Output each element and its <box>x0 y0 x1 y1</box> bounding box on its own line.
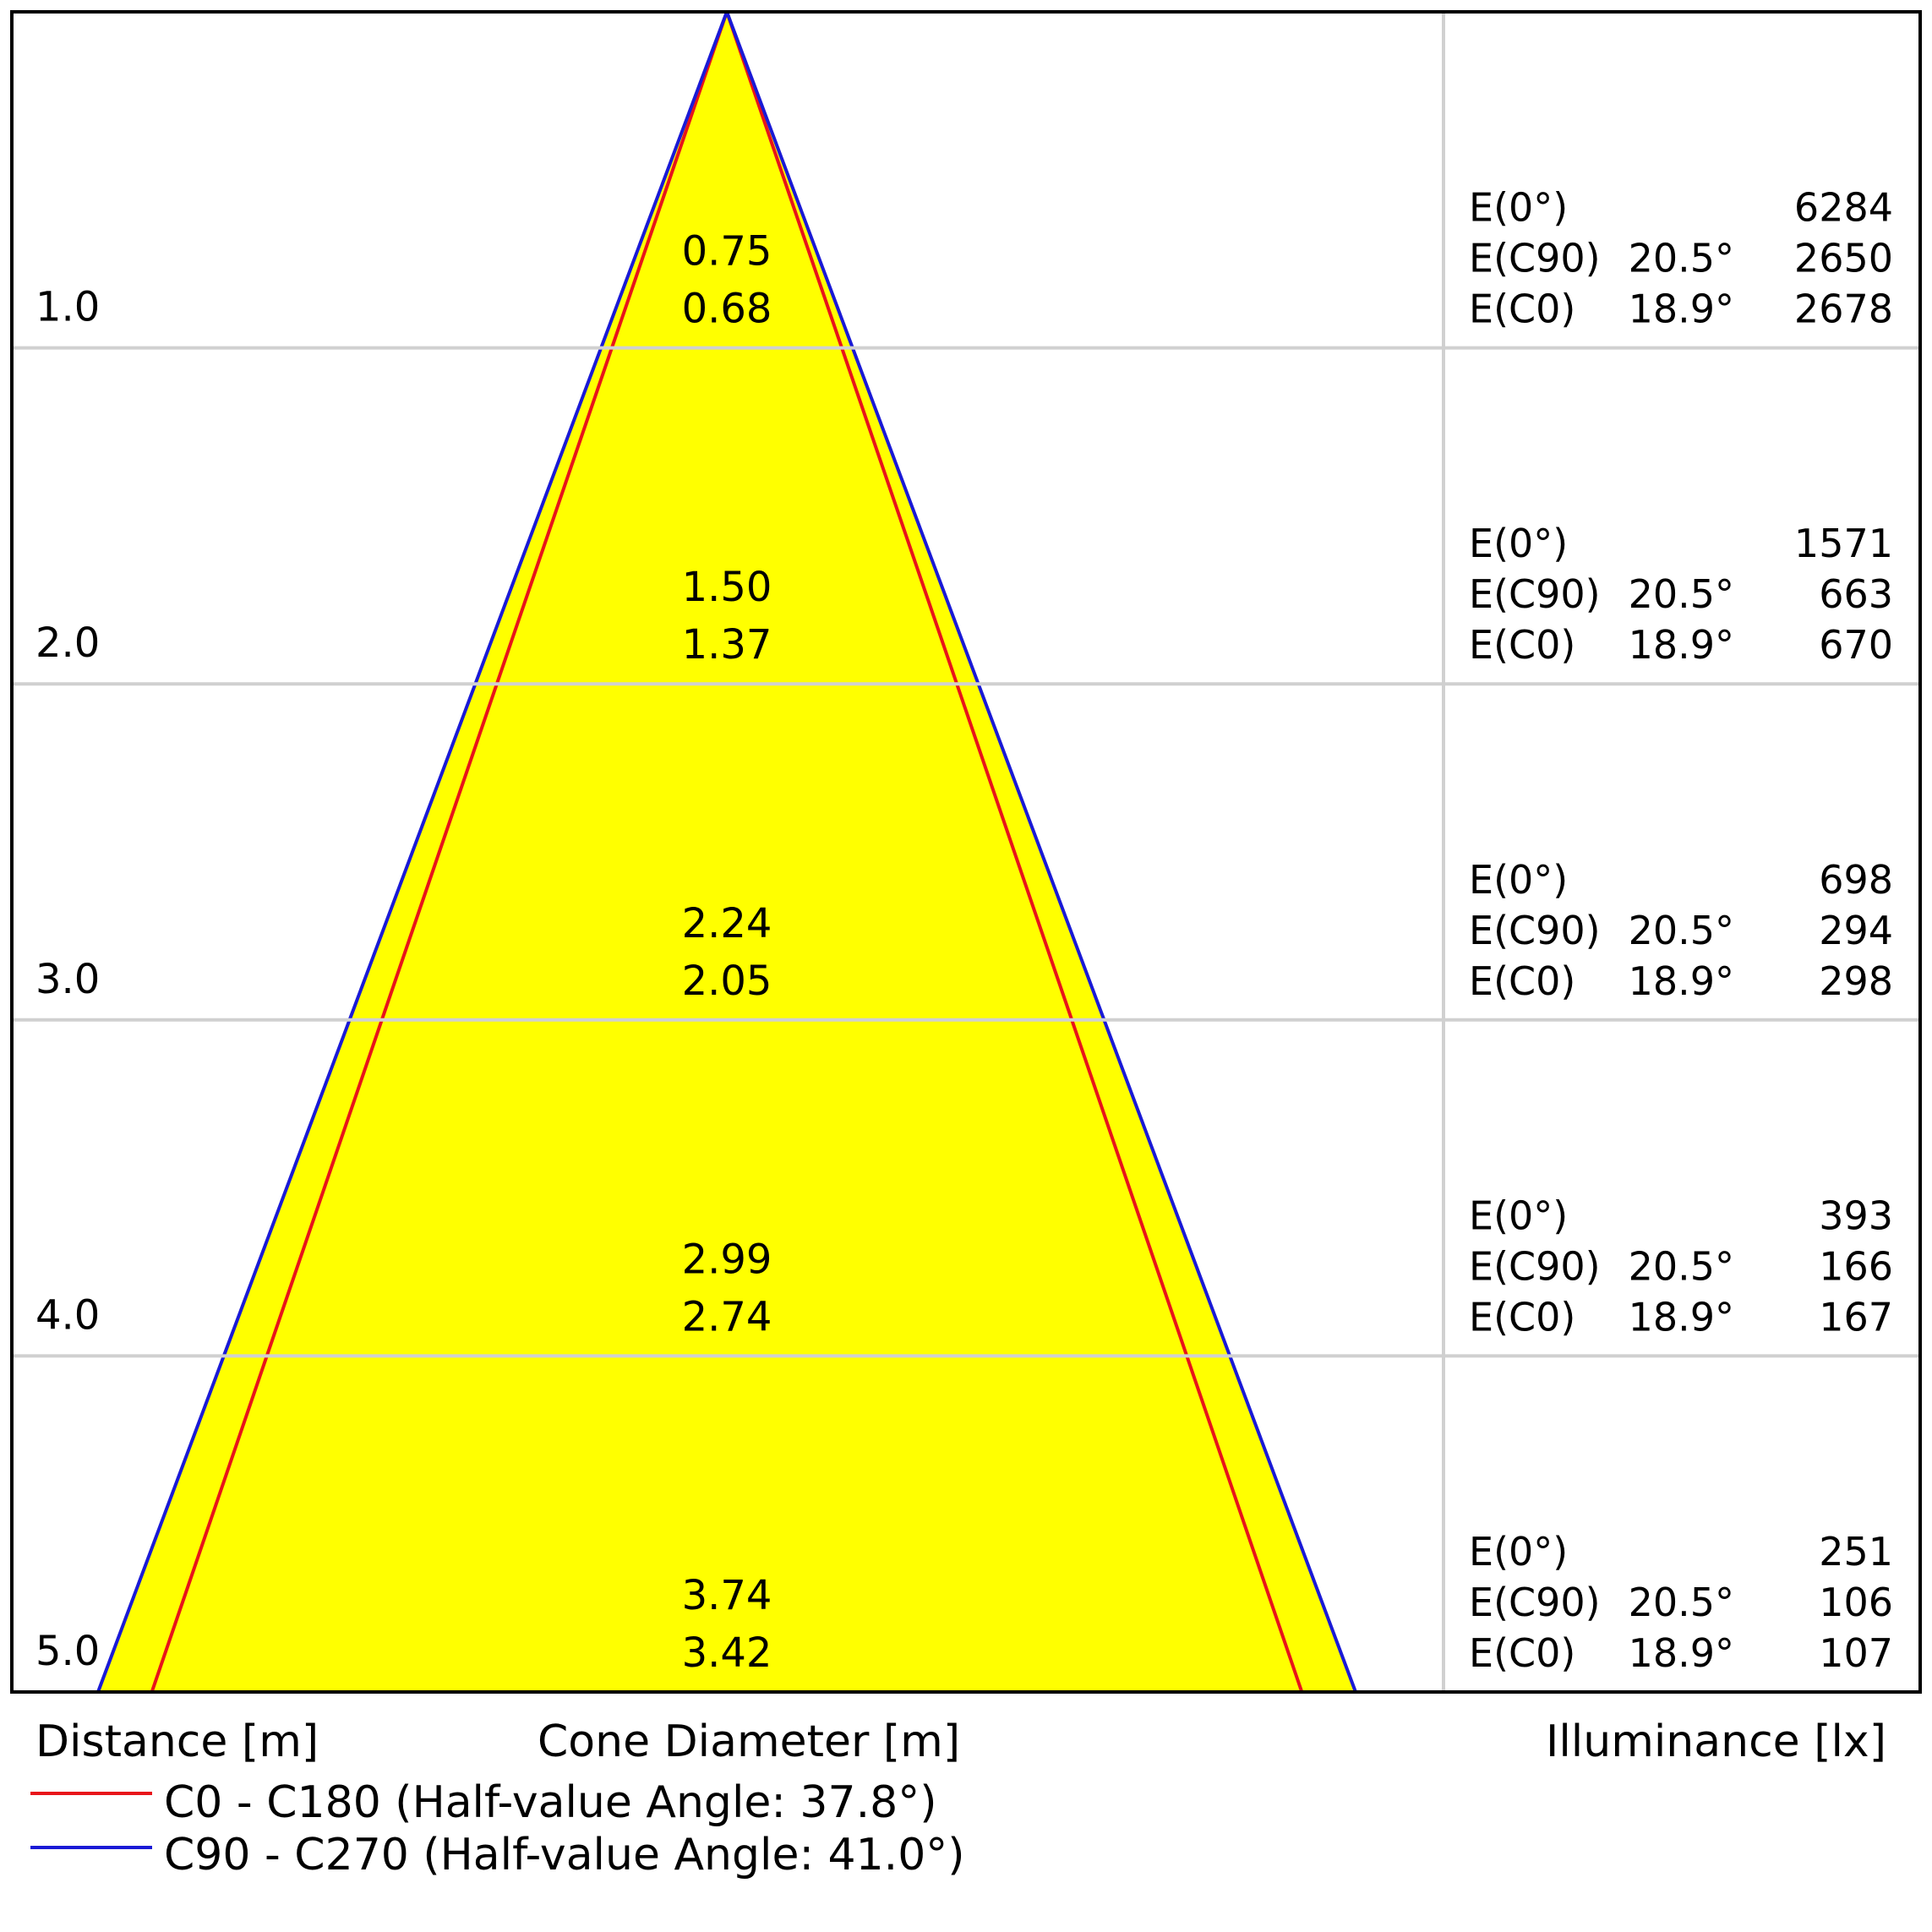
grid-layer <box>10 10 1922 1694</box>
c0-left-edge <box>150 11 729 1693</box>
cone-diameter-c0-label: 2.74 <box>682 1293 772 1340</box>
c90-right-edge <box>725 11 1357 1693</box>
illuminance-row-value: 698 <box>1819 857 1893 903</box>
cone-diameter-c90-label: 3.74 <box>682 1572 772 1619</box>
illuminance-row-angle: 18.9° <box>1629 958 1734 1004</box>
illuminance-row-label: E(0°) <box>1469 185 1568 231</box>
illuminance-row-label: E(0°) <box>1469 1529 1568 1575</box>
legend-c90-label: C90 - C270 (Half-value Angle: 41.0°) <box>164 1830 965 1880</box>
cone-diameter-c90-label: 0.75 <box>682 228 772 276</box>
illuminance-row-value: 294 <box>1819 908 1893 953</box>
distance-label: 2.0 <box>35 619 100 667</box>
illuminance-row-label: E(C0) <box>1469 1630 1575 1676</box>
illuminance-row-angle: 20.5° <box>1629 1580 1734 1625</box>
cone-diameter-c90-label: 1.50 <box>682 564 772 611</box>
illuminance-row-value: 2650 <box>1794 236 1893 281</box>
illuminance-row-angle: 18.9° <box>1629 287 1734 332</box>
illuminance-row-value: 106 <box>1819 1580 1893 1625</box>
distance-label: 3.0 <box>35 956 100 1003</box>
illuminance-axis-title: Illuminance [lx] <box>1546 1716 1886 1767</box>
cone-diameter-c90-label: 2.99 <box>682 1236 772 1283</box>
cone-diameter-c0-label: 2.05 <box>682 958 772 1005</box>
illuminance-row-value: 251 <box>1819 1529 1893 1575</box>
cone-layer <box>96 11 1357 1693</box>
illuminance-row-label: E(C0) <box>1469 1294 1575 1340</box>
illuminance-row-label: E(0°) <box>1469 1192 1568 1238</box>
illuminance-row-label: E(C90) <box>1469 1580 1601 1625</box>
label-layer: 1.0 0.75 0.68 E(0°) 6284 E(C90) 20.5° 2650 E(C0)… <box>35 185 1893 1677</box>
cone-diameter-c0-label: 0.68 <box>682 286 772 333</box>
chart-frame <box>10 10 1922 1694</box>
cone-diameter-c0-label: 3.42 <box>682 1629 772 1677</box>
illuminance-row-value: 6284 <box>1794 185 1893 231</box>
distance-axis-title: Distance [m] <box>35 1716 319 1767</box>
illuminance-row-label: E(0°) <box>1469 521 1568 566</box>
illuminance-row-value: 298 <box>1819 958 1893 1004</box>
illuminance-row-angle: 20.5° <box>1629 1243 1734 1289</box>
distance-label: 4.0 <box>35 1291 100 1339</box>
cone-diameter-c90-label: 2.24 <box>682 900 772 947</box>
c0-right-edge <box>725 11 1304 1693</box>
cone-diameter-axis-title: Cone Diameter [m] <box>538 1716 960 1767</box>
illuminance-row-value: 1571 <box>1794 521 1893 566</box>
distance-label: 5.0 <box>35 1628 100 1675</box>
illuminance-row-angle: 18.9° <box>1629 1630 1734 1676</box>
illuminance-row-label: E(C0) <box>1469 287 1575 332</box>
illuminance-row-value: 107 <box>1819 1630 1893 1676</box>
footer-layer: Distance [m] Cone Diameter [m] Illuminan… <box>30 1716 1886 1880</box>
illuminance-row-label: E(0°) <box>1469 857 1568 903</box>
legend-c0-label: C0 - C180 (Half-value Angle: 37.8°) <box>164 1777 937 1828</box>
illuminance-row-value: 670 <box>1819 622 1893 668</box>
illuminance-row-label: E(C0) <box>1469 622 1575 668</box>
illuminance-row-label: E(C90) <box>1469 236 1601 281</box>
c90-left-edge <box>96 11 729 1693</box>
illuminance-row-angle: 20.5° <box>1629 236 1734 281</box>
illuminance-row-label: E(C90) <box>1469 908 1601 953</box>
illuminance-row-value: 663 <box>1819 571 1893 617</box>
illuminance-row-value: 2678 <box>1794 287 1893 332</box>
illuminance-row-label: E(C90) <box>1469 1243 1601 1289</box>
illuminance-row-angle: 18.9° <box>1629 622 1734 668</box>
illuminance-row-value: 166 <box>1819 1243 1893 1289</box>
illuminance-row-label: E(C90) <box>1469 571 1601 617</box>
illuminance-row-angle: 20.5° <box>1629 571 1734 617</box>
illuminance-row-value: 167 <box>1819 1294 1893 1340</box>
illuminance-row-value: 393 <box>1819 1192 1893 1238</box>
illuminance-row-angle: 20.5° <box>1629 908 1734 953</box>
illuminance-row-angle: 18.9° <box>1629 1294 1734 1340</box>
distance-label: 1.0 <box>35 284 100 331</box>
illuminance-row-label: E(C0) <box>1469 958 1575 1004</box>
cone-fill <box>98 12 1356 1692</box>
cone-diameter-c0-label: 1.37 <box>682 621 772 669</box>
